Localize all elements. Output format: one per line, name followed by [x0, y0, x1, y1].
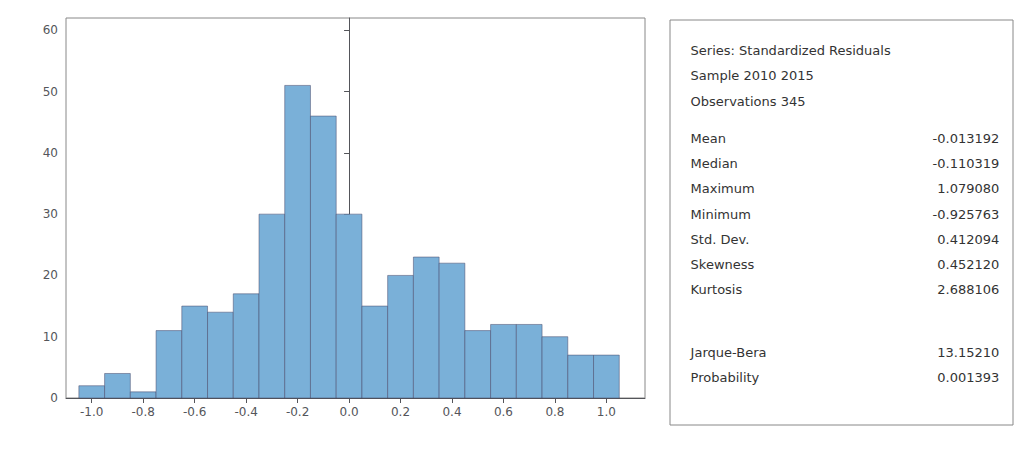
svg-text:-0.2: -0.2 — [286, 405, 309, 419]
svg-text:0.2: 0.2 — [391, 405, 410, 419]
svg-text:0.0: 0.0 — [340, 405, 359, 419]
svg-text:Series: Standardized Residuals: Series: Standardized Residuals — [691, 43, 891, 58]
svg-text:0.4: 0.4 — [442, 405, 461, 419]
svg-text:Probability: Probability — [691, 370, 760, 385]
svg-text:2.688106: 2.688106 — [937, 282, 999, 297]
svg-text:Median: Median — [691, 156, 738, 171]
svg-text:Jarque-Bera: Jarque-Bera — [690, 345, 767, 360]
svg-text:-0.4: -0.4 — [234, 405, 257, 419]
svg-text:Sample 2010 2015: Sample 2010 2015 — [691, 68, 814, 83]
svg-text:0.8: 0.8 — [545, 405, 564, 419]
svg-text:13.15210: 13.15210 — [937, 345, 999, 360]
svg-text:30: 30 — [43, 207, 58, 221]
svg-text:1.0: 1.0 — [597, 405, 616, 419]
svg-text:Minimum: Minimum — [691, 207, 751, 222]
svg-text:0.412094: 0.412094 — [937, 232, 999, 247]
svg-text:-0.925763: -0.925763 — [933, 207, 1000, 222]
svg-text:0.6: 0.6 — [494, 405, 513, 419]
svg-text:Skewness: Skewness — [691, 257, 755, 272]
svg-text:60: 60 — [43, 23, 58, 37]
svg-text:1.079080: 1.079080 — [937, 181, 999, 196]
svg-text:0: 0 — [50, 391, 58, 405]
svg-text:10: 10 — [43, 330, 58, 344]
svg-text:Maximum: Maximum — [691, 181, 755, 196]
svg-text:0.452120: 0.452120 — [937, 257, 999, 272]
svg-text:-0.013192: -0.013192 — [933, 131, 1000, 146]
svg-text:Observations 345: Observations 345 — [691, 94, 806, 109]
svg-text:-0.110319: -0.110319 — [933, 156, 1000, 171]
svg-text:-1.0: -1.0 — [80, 405, 103, 419]
svg-text:50: 50 — [43, 85, 58, 99]
svg-text:Mean: Mean — [691, 131, 726, 146]
svg-text:20: 20 — [43, 268, 58, 282]
svg-text:Kurtosis: Kurtosis — [691, 282, 743, 297]
svg-text:40: 40 — [43, 146, 58, 160]
svg-text:Std. Dev.: Std. Dev. — [691, 232, 750, 247]
svg-text:-0.8: -0.8 — [131, 405, 154, 419]
svg-text:0.001393: 0.001393 — [937, 370, 999, 385]
svg-text:-0.6: -0.6 — [183, 405, 206, 419]
